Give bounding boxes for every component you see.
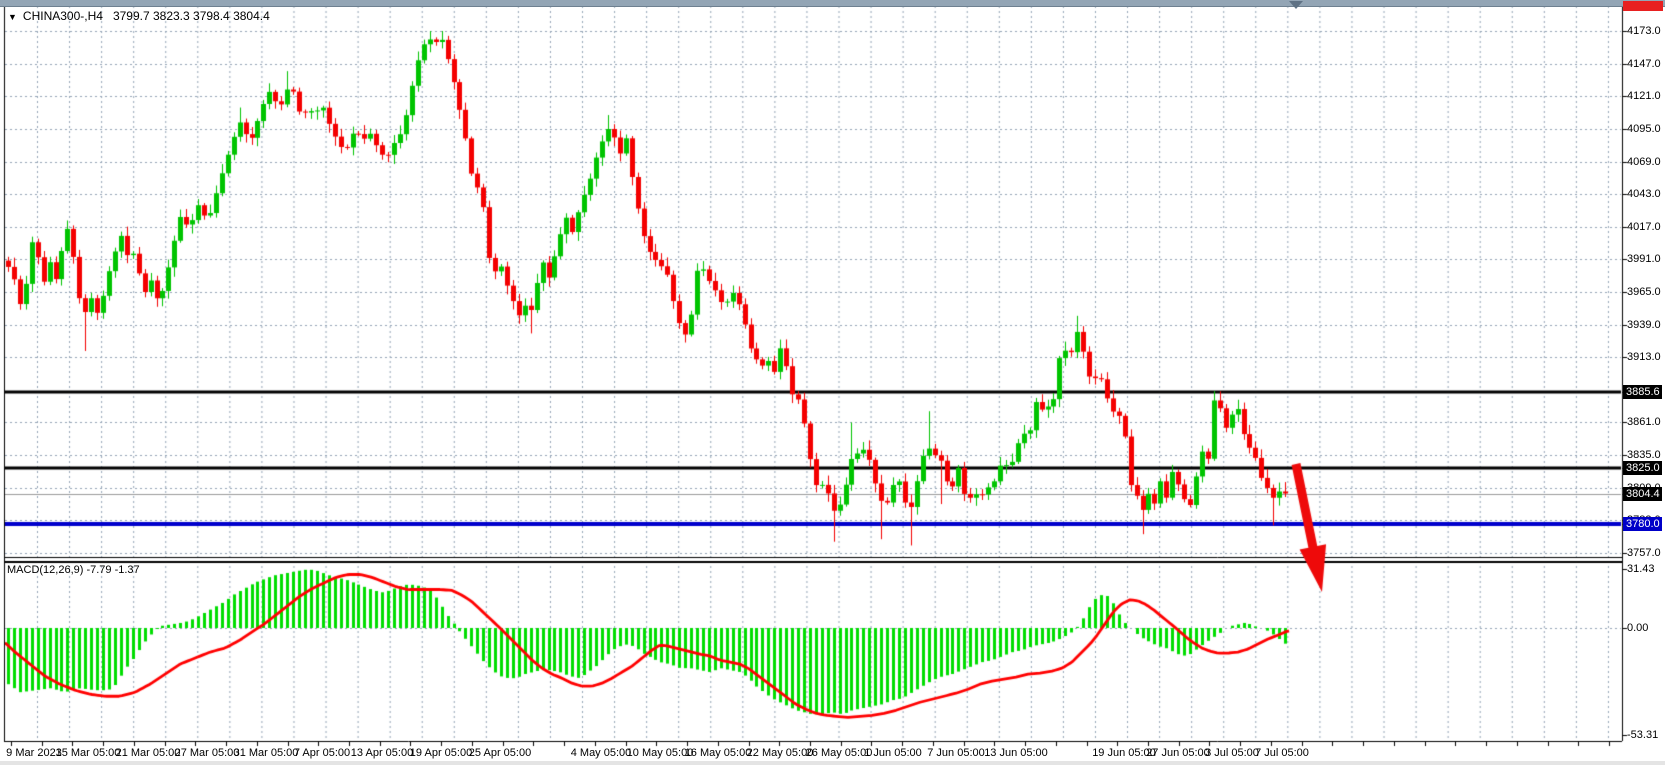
chart-title: ▼ CHINA300-,H4 3799.7 3823.3 3798.4 3804.4 (8, 9, 270, 23)
macd-tick-label: 0.00 (1627, 622, 1649, 634)
chart-shift-marker-icon[interactable] (1289, 1, 1303, 9)
price-tick-label: 3965.0 (1627, 286, 1661, 298)
bottom-margin (0, 761, 1665, 765)
price-tick-label: 3913.0 (1627, 351, 1661, 363)
time-axis-label: 3 Jul 05:00 (1205, 747, 1259, 759)
price-badge: 3804.4 (1623, 487, 1662, 501)
price-tick-label: 3939.0 (1627, 319, 1661, 331)
time-axis-label: 19 Jun 05:00 (1092, 747, 1156, 759)
chevron-down-icon[interactable]: ▼ (8, 12, 17, 22)
price-badge: 3825.0 (1623, 461, 1662, 475)
price-tick-label: 4043.0 (1627, 188, 1661, 200)
macd-tick-label: -53.31 (1627, 729, 1659, 741)
time-axis-label: 13 Jun 05:00 (984, 747, 1048, 759)
time-axis-label: 16 May 05:00 (684, 747, 752, 759)
time-axis-label: 19 Apr 05:00 (409, 747, 473, 759)
corner-red-indicator (1623, 1, 1663, 11)
time-axis-label: 15 Mar 05:00 (55, 747, 121, 759)
macd-tick-label: 31.43 (1627, 563, 1655, 575)
time-axis-label: 10 May 05:00 (626, 747, 694, 759)
price-tick-label: 3835.0 (1627, 449, 1661, 461)
price-tick-label: 3861.0 (1627, 416, 1661, 428)
price-badge: 3780.0 (1623, 517, 1662, 531)
price-tick-label: 4017.0 (1627, 221, 1661, 233)
time-axis-label: 25 Apr 05:00 (468, 747, 532, 759)
price-badge: 3885.6 (1623, 385, 1662, 399)
price-tick-label: 4095.0 (1627, 123, 1661, 135)
macd-indicator-label: MACD(12,26,9) -7.79 -1.37 (7, 564, 140, 576)
time-axis-label: 13 Apr 05:00 (350, 747, 414, 759)
time-axis-label: 21 Mar 05:00 (115, 747, 181, 759)
time-axis-label: 7 Jul 05:00 (1255, 747, 1309, 759)
symbol-timeframe-label: CHINA300-,H4 (22, 9, 103, 23)
price-tick-label: 4173.0 (1627, 25, 1661, 37)
price-tick-label: 3757.0 (1627, 547, 1661, 559)
time-axis-label: 27 Jun 05:00 (1146, 747, 1210, 759)
price-tick-label: 3991.0 (1627, 253, 1661, 265)
chart-horizontal-scrollbar[interactable] (0, 0, 1665, 7)
price-tick-label: 4121.0 (1627, 90, 1661, 102)
time-axis-label: 7 Apr 05:00 (293, 747, 351, 759)
ohlc-values-label: 3799.7 3823.3 3798.4 3804.4 (112, 9, 270, 23)
price-tick-label: 4147.0 (1627, 58, 1661, 70)
time-axis-label: 1 Jun 05:00 (864, 747, 922, 759)
time-axis-label: 31 Mar 05:00 (233, 747, 299, 759)
time-axis-label: 7 Jun 05:00 (927, 747, 985, 759)
time-axis-label: 22 May 05:00 (746, 747, 814, 759)
time-axis-label: 26 May 05:00 (805, 747, 873, 759)
time-axis-label: 9 Mar 2023 (6, 747, 62, 759)
time-axis-label: 4 May 05:00 (570, 747, 632, 759)
price-tick-label: 4069.0 (1627, 156, 1661, 168)
time-axis-label: 27 Mar 05:00 (174, 747, 240, 759)
